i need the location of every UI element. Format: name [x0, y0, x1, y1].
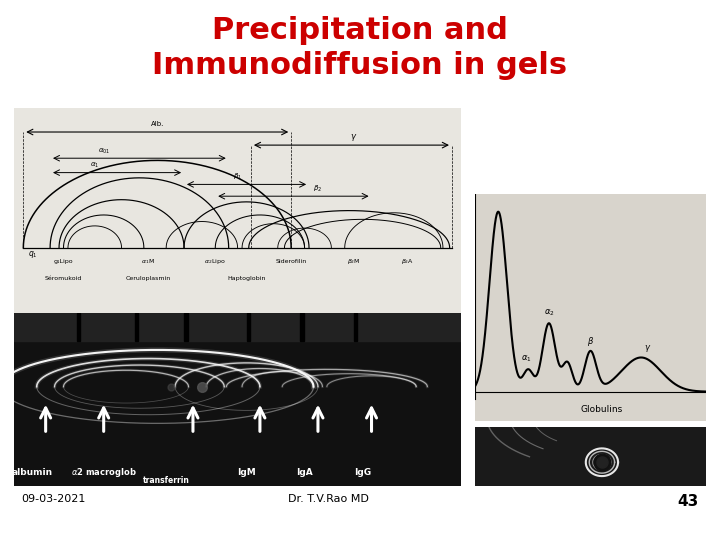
Text: $\gamma$: $\gamma$ — [644, 343, 652, 354]
Text: $\alpha$2 macroglob: $\alpha$2 macroglob — [71, 466, 137, 479]
Text: $\alpha_2$: $\alpha_2$ — [544, 308, 554, 319]
Bar — [184, 313, 188, 341]
Text: 09-03-2021: 09-03-2021 — [22, 494, 86, 504]
Bar — [14, 313, 461, 341]
Text: $\alpha_1$: $\alpha_1$ — [90, 161, 99, 170]
Text: $\alpha_2$Lipo: $\alpha_2$Lipo — [204, 257, 226, 266]
Text: transferrin: transferrin — [143, 476, 189, 485]
Text: Haptoglobin: Haptoglobin — [228, 276, 266, 281]
Text: Globulins: Globulins — [581, 405, 623, 414]
Text: Precipitation and
Immunodiffusion in gels: Precipitation and Immunodiffusion in gel… — [153, 16, 567, 80]
Bar — [354, 313, 357, 341]
Text: $\beta_2$: $\beta_2$ — [313, 184, 323, 194]
Text: IgM: IgM — [237, 468, 256, 477]
Text: $\beta_1$: $\beta_1$ — [233, 172, 242, 182]
Text: $\alpha_{01}$: $\alpha_{01}$ — [97, 146, 110, 156]
Text: Siderofilin: Siderofilin — [276, 259, 307, 264]
Text: $\beta_2$A: $\beta_2$A — [400, 257, 414, 266]
Text: $\beta_2$M: $\beta_2$M — [347, 257, 361, 266]
Bar — [246, 313, 250, 341]
Text: IgA: IgA — [296, 468, 313, 477]
Text: $\gamma$: $\gamma$ — [350, 132, 357, 143]
Text: Alb.: Alb. — [150, 122, 164, 127]
Bar — [135, 313, 138, 341]
Text: g₁Lipo: g₁Lipo — [54, 259, 73, 264]
Bar — [77, 313, 81, 341]
Text: Dr. T.V.Rao MD: Dr. T.V.Rao MD — [288, 494, 369, 504]
Text: $\alpha_1$M: $\alpha_1$M — [141, 257, 156, 266]
Text: Ceruloplasmin: Ceruloplasmin — [126, 276, 171, 281]
Bar — [300, 313, 304, 341]
Text: Séromukoid: Séromukoid — [45, 276, 82, 281]
Text: albumin: albumin — [12, 468, 53, 477]
Text: IgG: IgG — [354, 468, 371, 477]
Text: 43: 43 — [677, 494, 698, 509]
Text: $\alpha_1$: $\alpha_1$ — [521, 353, 531, 363]
Text: $\beta$: $\beta$ — [587, 335, 594, 348]
Text: $q_1$: $q_1$ — [28, 249, 37, 260]
